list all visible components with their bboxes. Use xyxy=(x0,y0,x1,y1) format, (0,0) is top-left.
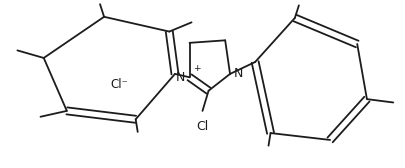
Text: N: N xyxy=(233,67,243,80)
Text: N: N xyxy=(176,71,185,84)
Text: +: + xyxy=(193,64,200,73)
Text: Cl⁻: Cl⁻ xyxy=(111,77,128,91)
Text: Cl: Cl xyxy=(196,120,209,133)
